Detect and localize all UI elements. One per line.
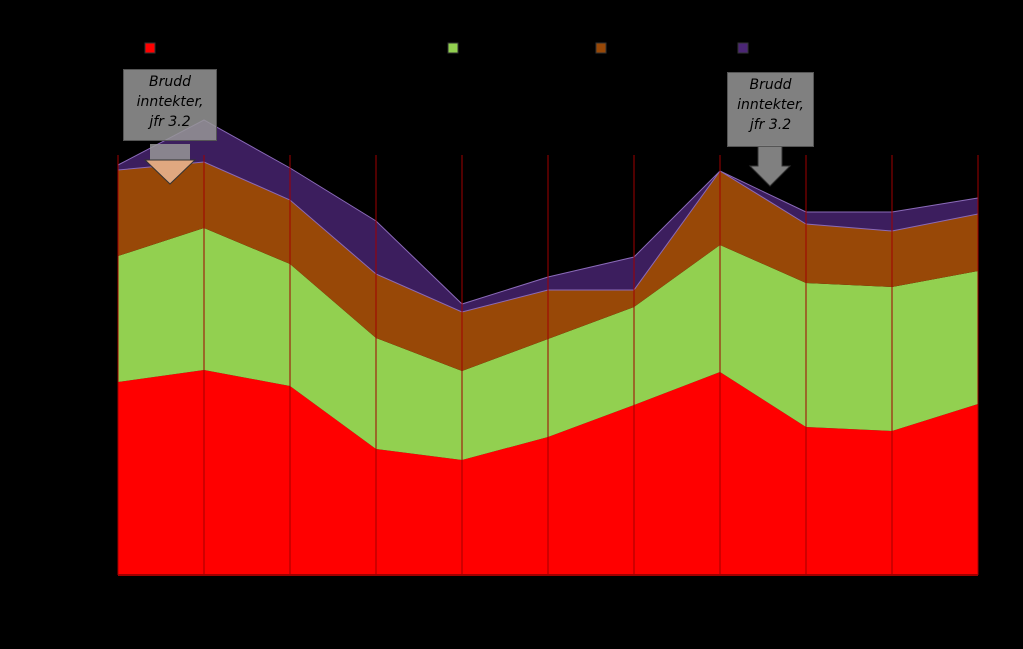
legend-swatch [595,42,607,54]
grid [117,155,979,576]
callout-arrow [143,159,197,185]
legend-swatch [447,42,459,54]
legend [144,42,749,54]
callout-arrow [150,144,190,160]
area [118,162,978,371]
legend-swatch [144,42,156,54]
annotation: Brudd inntekter, jfr 3.2 [727,72,814,147]
annotation: Brudd inntekter, jfr 3.2 [123,69,217,141]
callout-arrow [748,145,792,187]
legend-swatch [737,42,749,54]
